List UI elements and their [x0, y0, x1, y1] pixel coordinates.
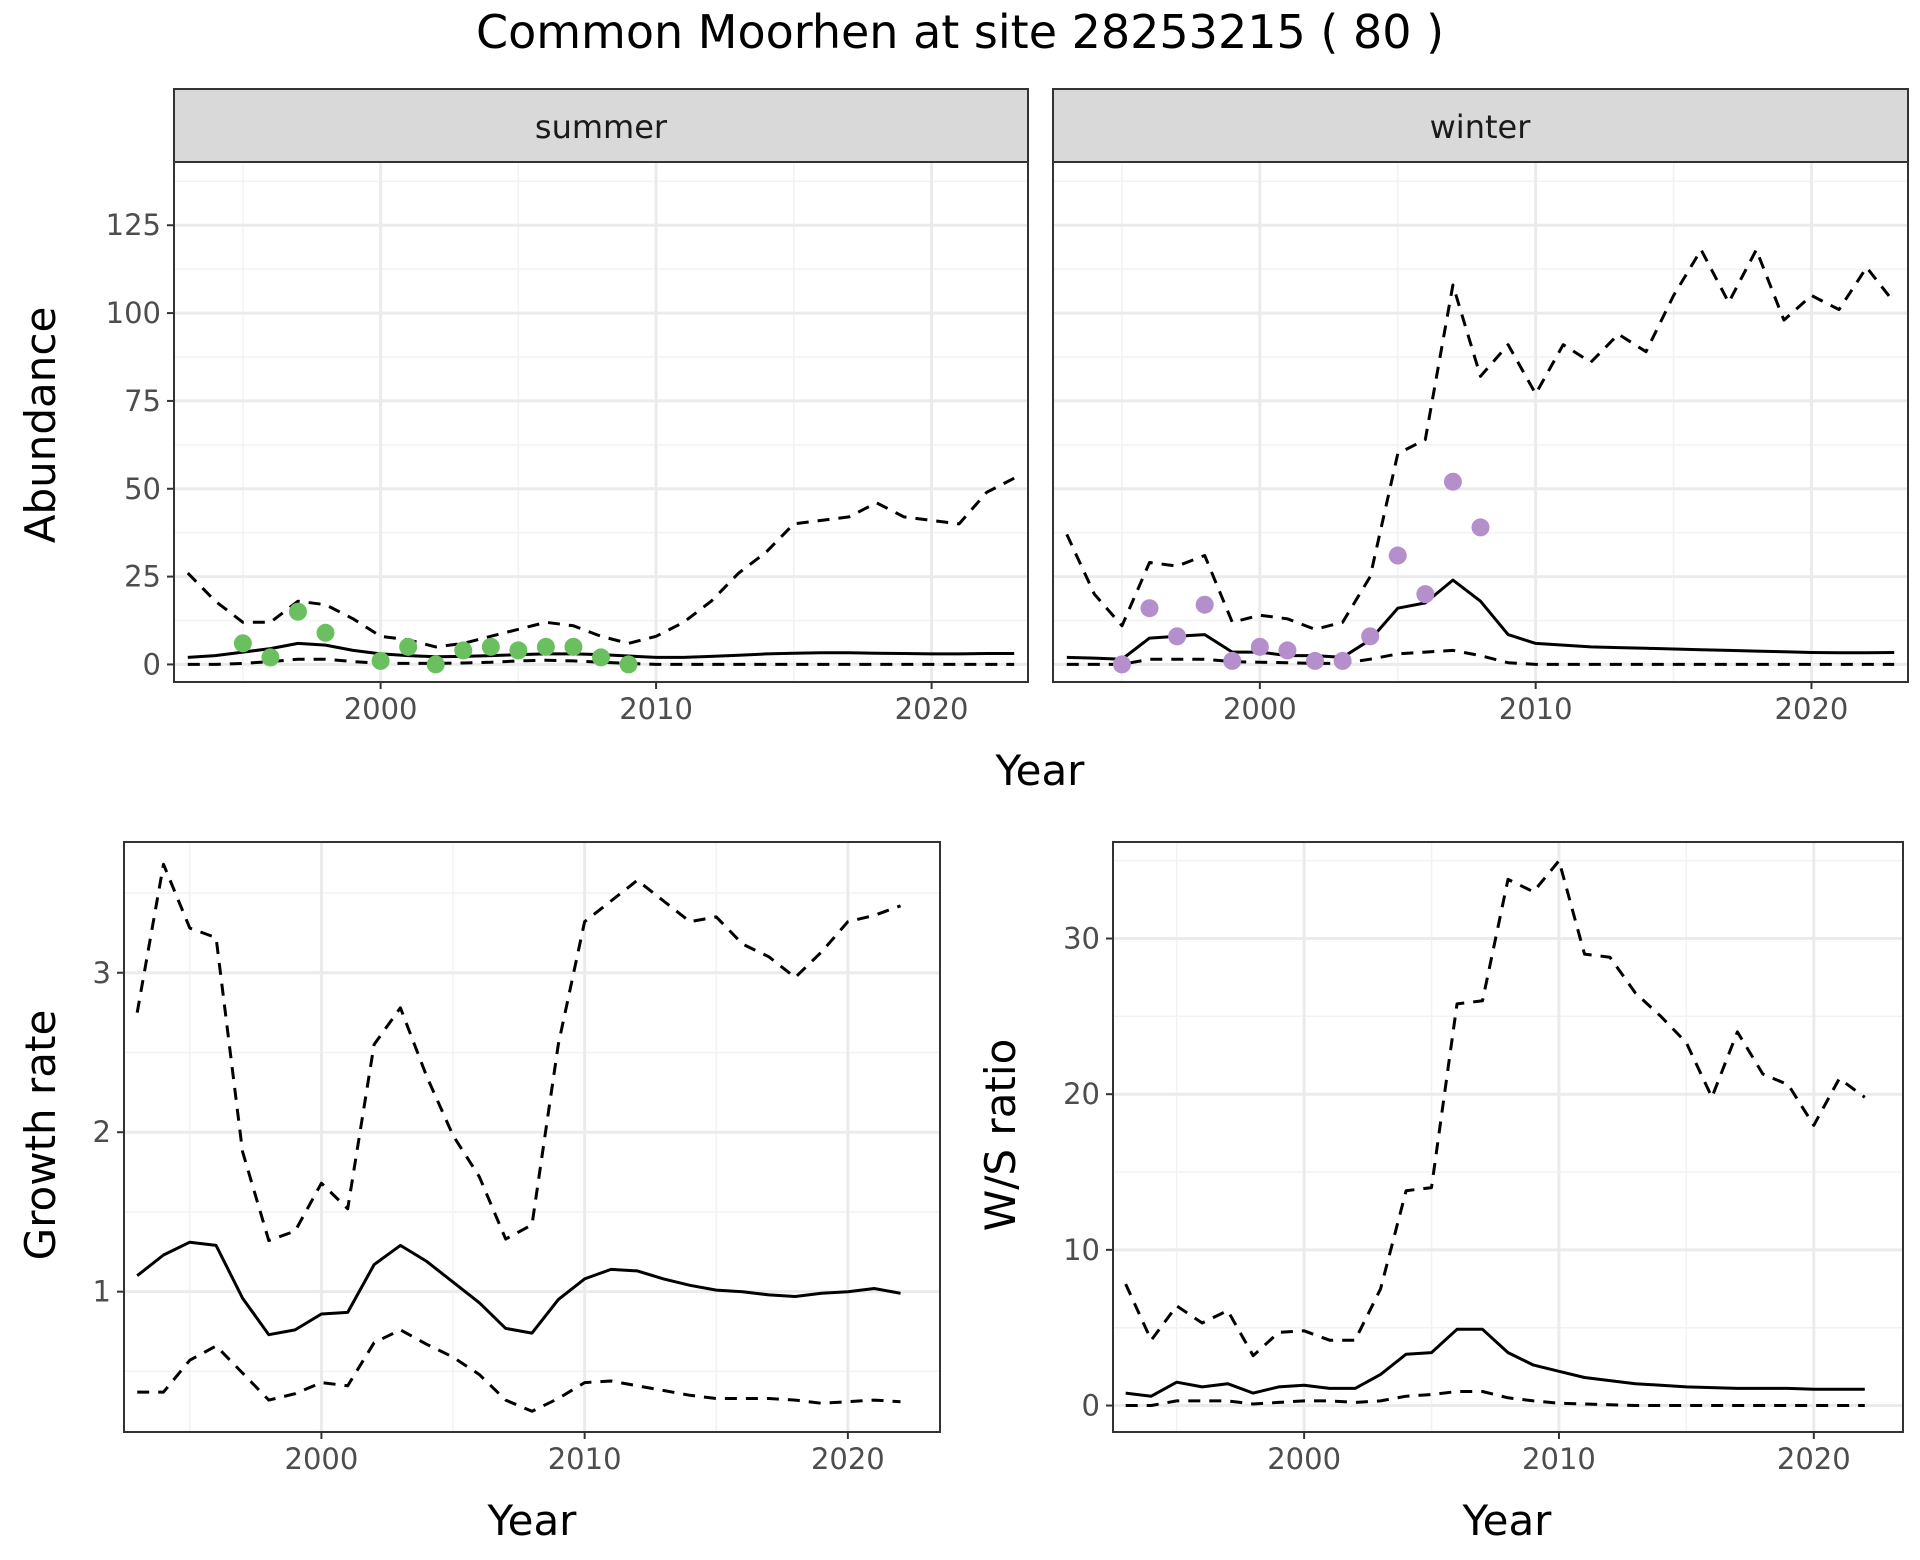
ws-y-axis-title: W/S ratio: [976, 1039, 1025, 1232]
observed-point: [1471, 518, 1490, 537]
observed-point: [1416, 585, 1435, 604]
ws-x-axis-title: Year: [1462, 1496, 1553, 1545]
observed-point: [454, 641, 473, 660]
y-tick-label: 3: [93, 956, 111, 990]
lower-line: [1125, 1390, 1865, 1407]
abundance-x-axis-title: Year: [995, 746, 1086, 795]
x-tick-label: 2020: [1775, 692, 1849, 726]
plot-background: [174, 162, 1028, 682]
observed-point: [509, 641, 528, 660]
y-tick-label: 50: [124, 472, 161, 506]
y-tick-label: 30: [1063, 922, 1100, 956]
figure-title: Common Moorhen at site 28253215 ( 80 ): [476, 5, 1444, 59]
growth-x-axis-title: Year: [487, 1496, 578, 1545]
plot-background: [1113, 842, 1903, 1432]
observed-point: [1361, 627, 1380, 646]
plot-background: [1053, 162, 1908, 682]
x-tick-label: 2000: [344, 692, 418, 726]
plot-border: [123, 841, 941, 1433]
estimate-line: [1125, 1327, 1865, 1398]
strip-label-winter: winter: [1430, 108, 1532, 146]
y-tick-label: 125: [106, 208, 161, 242]
observed-point: [481, 637, 500, 656]
observed-point: [1250, 637, 1269, 656]
observed-point: [233, 634, 252, 653]
plot-border: [173, 161, 1029, 683]
x-tick-label: 2020: [1777, 1442, 1851, 1476]
growth-y-axis-title: Growth rate: [16, 1010, 65, 1261]
y-tick-label: 75: [124, 384, 161, 418]
observed-point: [592, 648, 610, 667]
plot-abundance-winter: 2000 2010 2020: [1052, 161, 1909, 726]
x-tick-label: 2010: [619, 692, 693, 726]
upper-line: [1124, 859, 1866, 1358]
y-tick-label: 0: [143, 647, 161, 681]
plot-abundance-summer: 2000 2010 2020 0 25 50 75 100 125: [106, 161, 1029, 726]
observed-point: [316, 623, 335, 642]
y-tick-label: 25: [124, 560, 161, 594]
estimate-line: [136, 1240, 901, 1337]
plot-border: [1052, 161, 1909, 683]
y-tick-label: 10: [1063, 1233, 1100, 1267]
observed-point: [1306, 651, 1325, 670]
observed-point: [261, 648, 280, 667]
observed-point: [564, 637, 583, 656]
observed-point: [1443, 472, 1462, 491]
x-tick-label: 2000: [1223, 692, 1297, 726]
panel-summer: summer 2000 2010 2020 0 25 50 75 100 125: [106, 88, 1029, 726]
y-tick-label: 0: [1082, 1389, 1100, 1423]
observed-point: [1195, 595, 1214, 614]
y-tick-label: 20: [1063, 1077, 1100, 1111]
observed-point: [399, 637, 418, 656]
plot-border: [1112, 841, 1904, 1433]
x-tick-label: 2010: [548, 1442, 622, 1476]
observed-point: [288, 602, 307, 621]
observed-point: [1223, 651, 1242, 670]
y-tick-label: 100: [106, 296, 161, 330]
estimate-line: [1066, 578, 1895, 661]
strip-winter: [1052, 88, 1909, 163]
observed-point: [1140, 599, 1159, 618]
strip-label-summer: summer: [535, 108, 668, 146]
y-tick-label: 1: [93, 1275, 111, 1309]
x-tick-label: 2020: [811, 1442, 885, 1476]
upper-line: [135, 862, 902, 1243]
y-tick-label: 2: [93, 1115, 111, 1149]
plot-ws-ratio: 2000 2010 2020 0 10 20 30: [1063, 841, 1904, 1476]
observed-point: [1278, 641, 1297, 660]
lower-line: [187, 657, 1015, 666]
observed-point: [426, 655, 445, 674]
plot-growth-rate: 2000 2010 2020 1 2 3: [93, 841, 941, 1476]
observed-point: [619, 655, 638, 674]
plot-background: [124, 842, 940, 1432]
observed-point: [1112, 655, 1131, 674]
observed-point: [1388, 546, 1407, 565]
lower-line: [137, 1328, 901, 1413]
panel-winter: winter 2000 2010 2020: [1052, 88, 1909, 726]
abundance-y-axis-title: Abundance: [16, 307, 65, 544]
upper-line: [1065, 248, 1896, 631]
x-tick-label: 2010: [1499, 692, 1573, 726]
strip-summer: [173, 88, 1029, 163]
observed-point: [1168, 627, 1187, 646]
x-tick-label: 2000: [1267, 1442, 1341, 1476]
x-tick-label: 2000: [285, 1442, 359, 1476]
x-tick-label: 2020: [895, 692, 969, 726]
x-tick-label: 2010: [1522, 1442, 1596, 1476]
observed-point: [1333, 651, 1352, 670]
observed-point: [371, 651, 390, 670]
observed-point: [536, 637, 555, 656]
